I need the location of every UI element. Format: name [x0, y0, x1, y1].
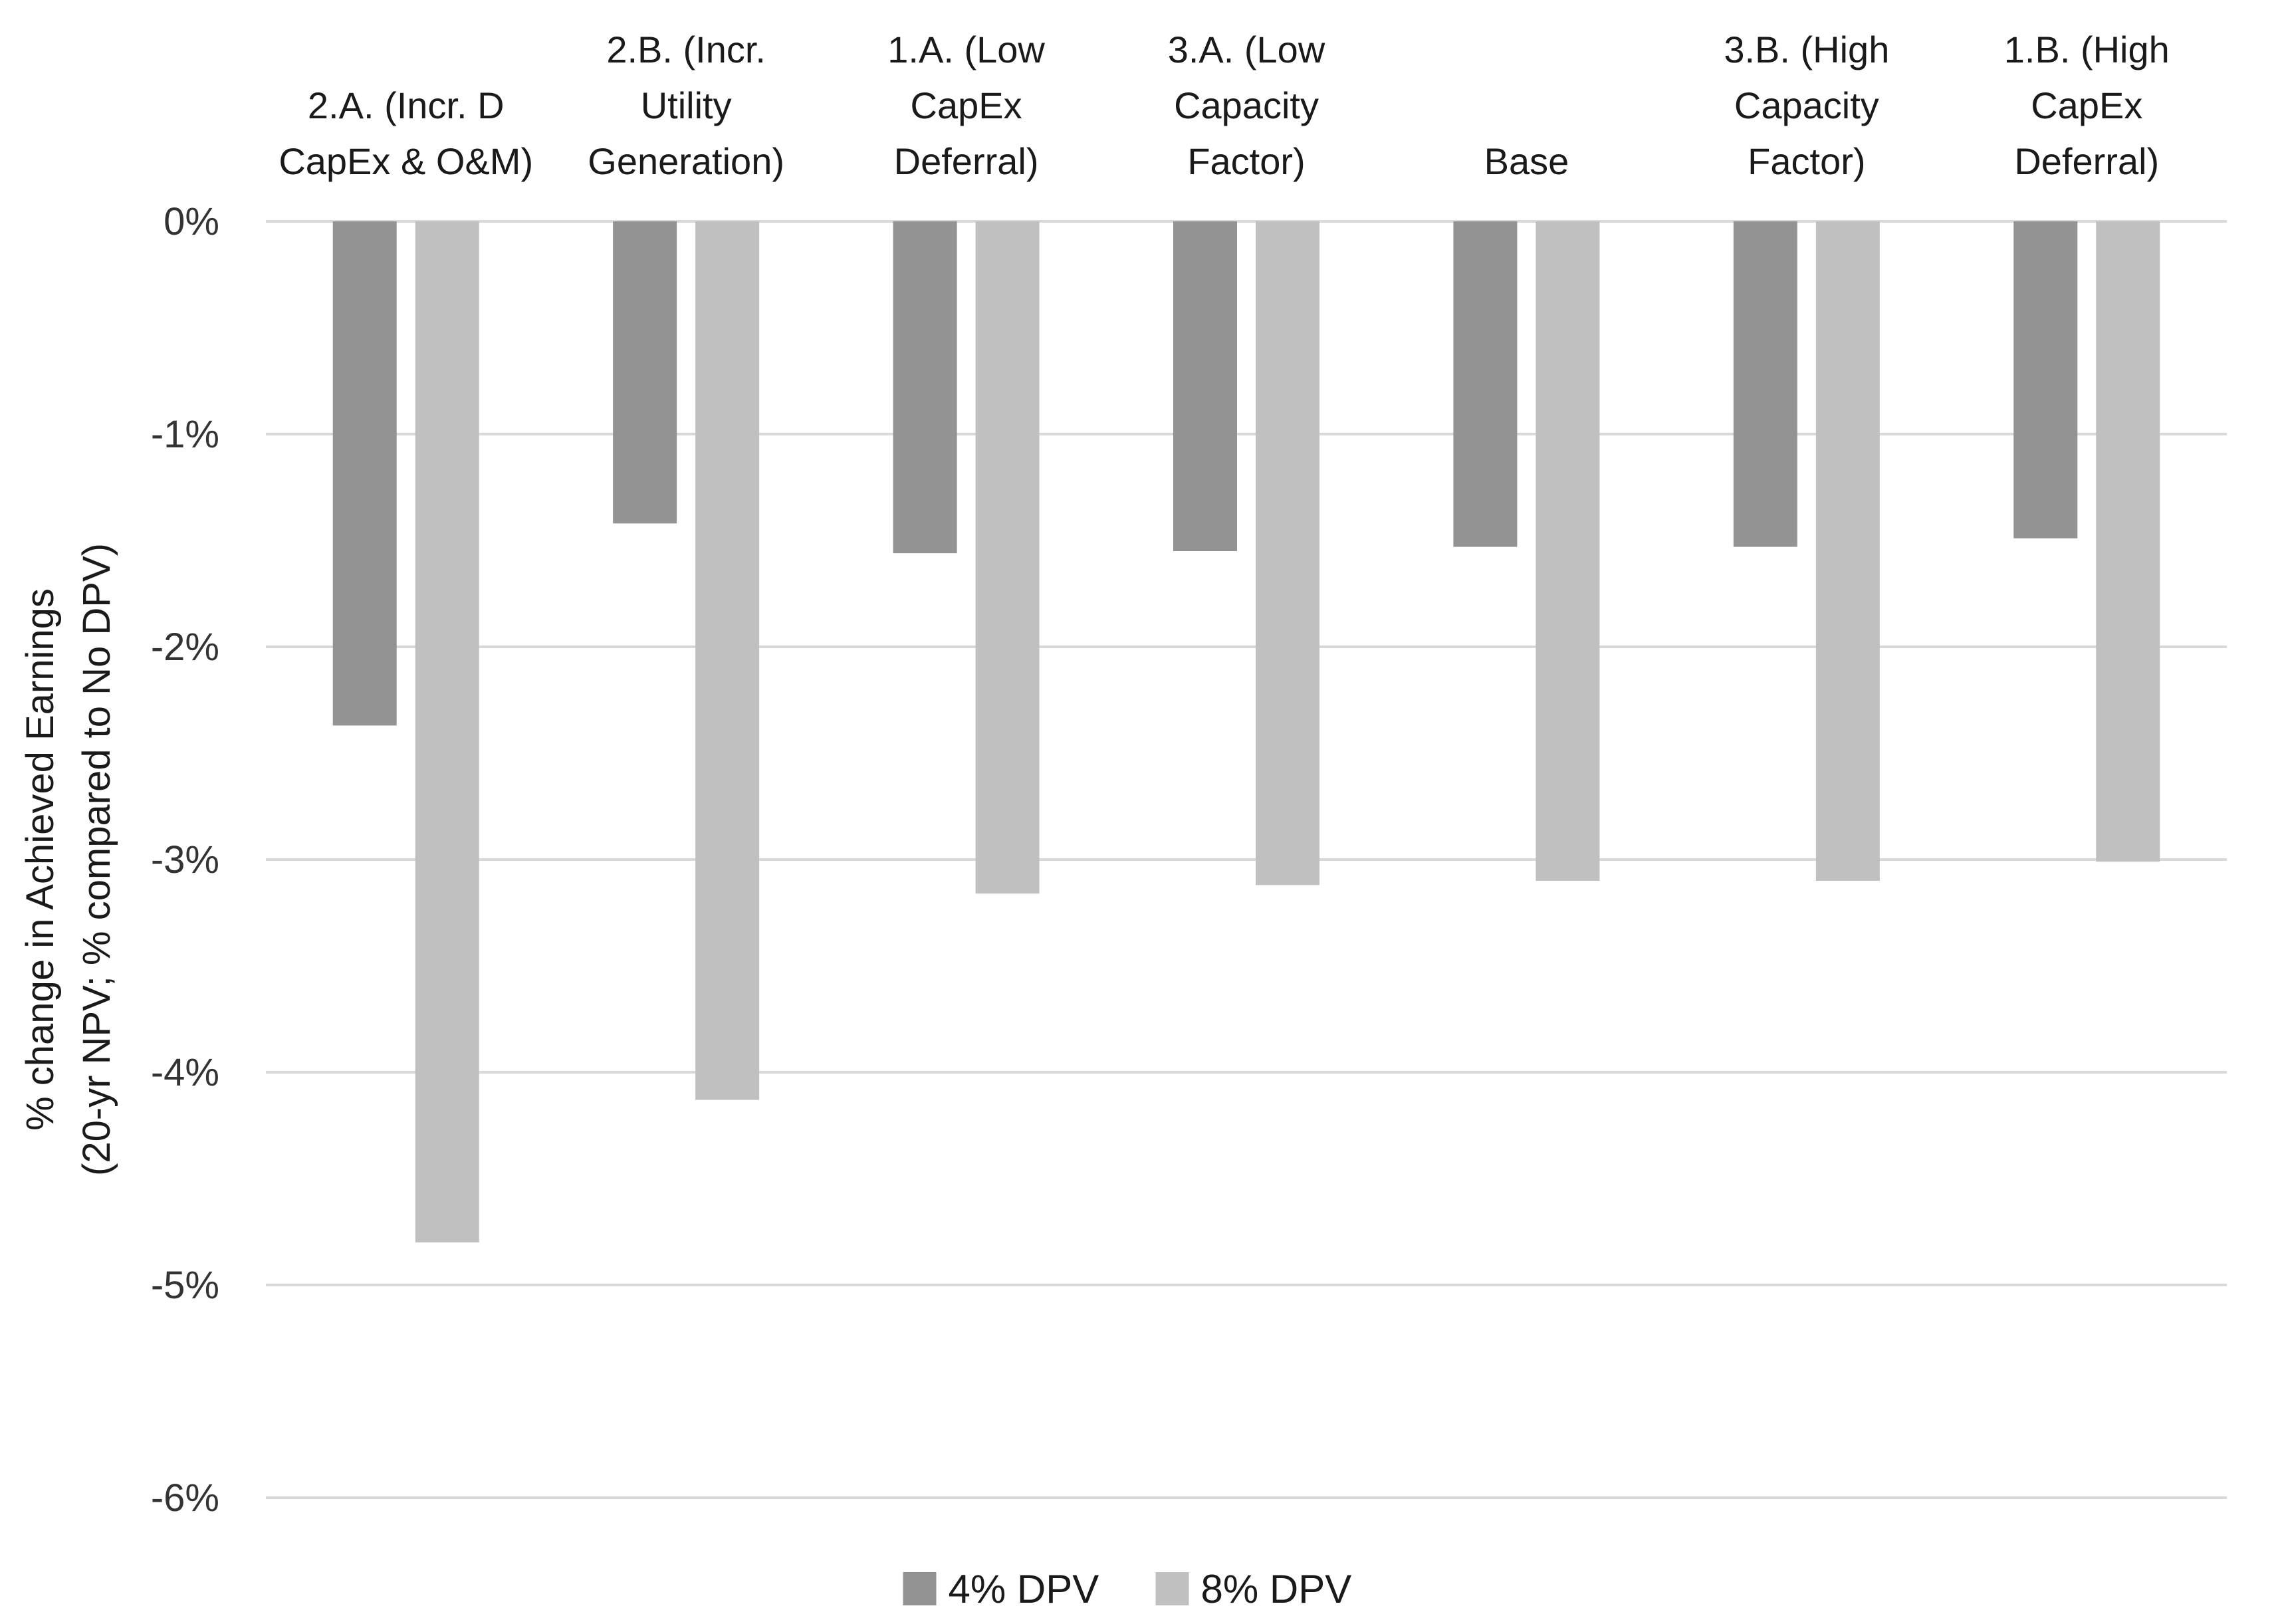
- bar-8pct-dpv: [415, 221, 479, 1242]
- y-axis-ticks: 0% -1% -2% -3% -4% -5% -6%: [151, 200, 219, 1520]
- y-tick-label: -4%: [151, 1051, 219, 1094]
- bar-4pct-dpv: [893, 221, 957, 554]
- category-label: 2.A. (Incr. D: [308, 84, 505, 126]
- bars: [332, 221, 2160, 1242]
- y-axis-title: % change in Achieved Earnings (20-yr NPV;…: [19, 543, 118, 1176]
- y-axis-title-line: (20-yr NPV; % compared to No DPV): [75, 543, 118, 1176]
- bar-4pct-dpv: [1733, 221, 1797, 547]
- category-labels: 2.A. (Incr. D CapEx & O&M) 2.B. (Incr. Util…: [279, 29, 2169, 182]
- bar-4pct-dpv: [2013, 221, 2078, 538]
- y-tick-label: -6%: [151, 1476, 219, 1520]
- bar-4pct-dpv: [1453, 221, 1518, 547]
- category-label: CapEx & O&M): [279, 140, 533, 182]
- legend-swatch: [1155, 1572, 1189, 1605]
- y-tick-label: 0%: [164, 200, 219, 243]
- legend-swatch: [903, 1572, 937, 1605]
- category-label: Deferral): [894, 140, 1039, 182]
- bar-8pct-dpv: [2096, 221, 2160, 862]
- bar-8pct-dpv: [1536, 221, 1600, 881]
- bar-8pct-dpv: [1815, 221, 1880, 881]
- bar-4pct-dpv: [1173, 221, 1237, 551]
- category-label: CapEx: [2031, 84, 2142, 126]
- bar-4pct-dpv: [613, 221, 677, 524]
- y-tick-label: -2%: [151, 626, 219, 669]
- category-label: Base: [1484, 140, 1569, 182]
- legend: 4% DPV 8% DPV: [903, 1567, 1352, 1611]
- category-label: Factor): [1187, 140, 1305, 182]
- legend-label: 8% DPV: [1201, 1567, 1352, 1611]
- category-label: 3.B. (High: [1724, 29, 1889, 70]
- y-axis-title-line: % change in Achieved Earnings: [19, 588, 62, 1131]
- y-tick-label: -3%: [151, 838, 219, 881]
- bar-8pct-dpv: [975, 221, 1040, 894]
- category-label: 1.B. (High: [2004, 29, 2170, 70]
- category-label: Capacity: [1734, 84, 1879, 126]
- y-tick-label: -1%: [151, 413, 219, 456]
- category-label: 2.B. (Incr.: [606, 29, 766, 70]
- bar-8pct-dpv: [695, 221, 760, 1100]
- y-tick-label: -5%: [151, 1264, 219, 1307]
- category-label: 3.A. (Low: [1168, 29, 1325, 70]
- bar-4pct-dpv: [332, 221, 397, 726]
- bar-8pct-dpv: [1256, 221, 1319, 885]
- gridlines: [266, 220, 2227, 1499]
- category-label: Capacity: [1174, 84, 1319, 126]
- category-label: 1.A. (Low: [887, 29, 1045, 70]
- category-label: Generation): [588, 140, 784, 182]
- category-label: Deferral): [2014, 140, 2159, 182]
- category-label: Factor): [1748, 140, 1865, 182]
- category-label: CapEx: [911, 84, 1022, 126]
- legend-label: 4% DPV: [949, 1567, 1099, 1611]
- category-label: Utility: [641, 84, 732, 126]
